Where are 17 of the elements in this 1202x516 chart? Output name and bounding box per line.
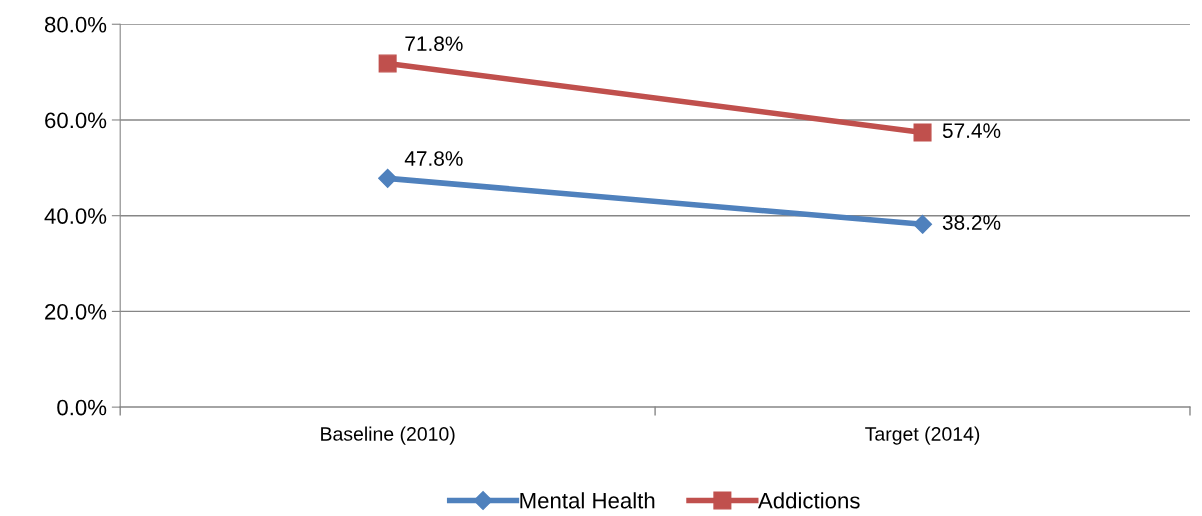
y-tick-label: 80.0% (44, 16, 107, 33)
point (913, 123, 932, 142)
legend-label: Mental Health (520, 492, 655, 509)
legend-label: Addictions (757, 492, 860, 509)
point (378, 54, 397, 73)
data-label: 71.8% (405, 36, 463, 52)
y-tick-label: 60.0% (45, 112, 107, 129)
data-label: 38.2% (942, 215, 1001, 230)
x-tick-label: Baseline (2010) (321, 426, 455, 445)
y-tick-label: 40.0% (44, 208, 107, 224)
x-tick-label: Target (2014) (865, 426, 980, 445)
y-tick-label: 0.0% (57, 399, 107, 416)
data-label: 47.8% (404, 151, 463, 166)
y-tick-label: 20.0% (45, 303, 107, 320)
point (913, 214, 933, 234)
point (378, 168, 398, 188)
data-label: 57.4% (942, 123, 1001, 139)
